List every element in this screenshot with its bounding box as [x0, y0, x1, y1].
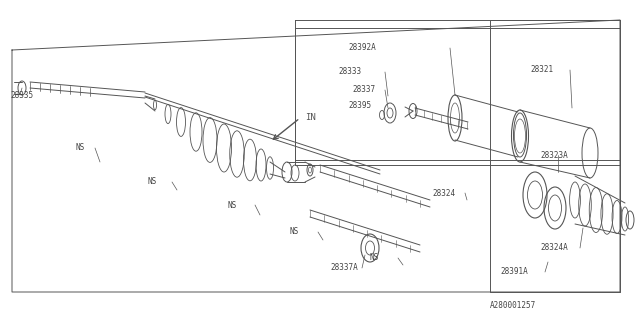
Text: 28321: 28321	[530, 66, 553, 75]
Text: 28323A: 28323A	[540, 150, 568, 159]
Text: NS: NS	[370, 253, 380, 262]
Text: NS: NS	[75, 143, 84, 153]
Text: 28392A: 28392A	[348, 44, 376, 52]
Text: 28333: 28333	[338, 68, 361, 76]
Text: 28324A: 28324A	[540, 244, 568, 252]
Text: IN: IN	[305, 114, 316, 123]
Text: 28335: 28335	[10, 91, 33, 100]
Text: A280001257: A280001257	[490, 300, 536, 309]
Text: 28337: 28337	[352, 85, 375, 94]
Text: 28337A: 28337A	[330, 263, 358, 273]
Text: NS: NS	[228, 201, 237, 210]
Text: 28324: 28324	[432, 188, 455, 197]
Text: NS: NS	[290, 228, 300, 236]
Text: 28391A: 28391A	[500, 268, 528, 276]
Text: NS: NS	[148, 178, 157, 187]
Text: 28395: 28395	[348, 101, 371, 110]
